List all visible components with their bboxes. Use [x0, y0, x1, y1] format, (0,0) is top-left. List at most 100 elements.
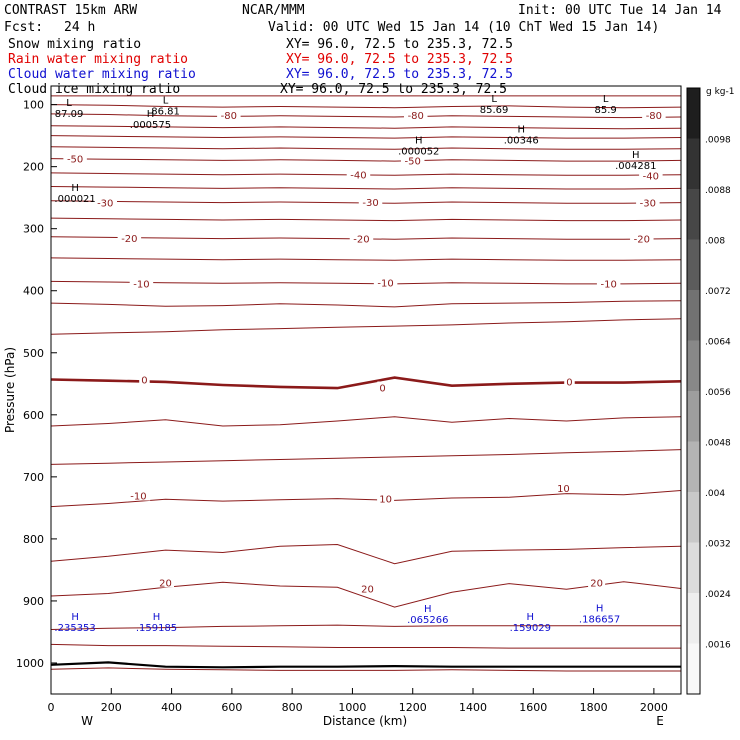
isotherm-label: -80	[408, 111, 424, 122]
colorbar-level-label: .008	[705, 237, 725, 247]
colorbar-level-label: .0048	[705, 439, 731, 449]
extremum-type: H	[632, 150, 640, 161]
x-end-label-east: E	[656, 714, 664, 728]
colorbar-level-label: .0016	[705, 641, 731, 651]
isotherm-group: -80 -80 -80 -50 -50 -40 -40 -30 -30 -30 -20 -20 -20 -…	[51, 94, 681, 672]
plot-area: -80 -80 -80 -50 -50 -40 -40 -30 -30 -30 -20 -20 -20 -…	[51, 94, 681, 672]
isotherm-line	[51, 125, 681, 130]
extremum-value: 87.09	[55, 109, 84, 120]
model-title: CONTRAST 15km ARW	[4, 3, 137, 18]
surface-line	[51, 661, 681, 669]
isotherm-line	[51, 416, 681, 427]
isotherm-label-bg	[129, 277, 154, 289]
field-rain-xy: XY= 96.0, 72.5 to 235.3, 72.5	[286, 52, 513, 67]
extremum-type: H	[517, 125, 525, 136]
y-axis-label: Pressure (hPa)	[3, 347, 17, 433]
isotherm-label-bg	[377, 492, 395, 504]
x-tick-label: 200	[101, 701, 122, 714]
isotherm-label-bg	[63, 152, 87, 164]
isotherm-line	[51, 280, 681, 285]
valid-time: Valid: 00 UTC Wed 15 Jan 14 (10 ChT Wed …	[268, 20, 659, 35]
isotherm-label: -40	[643, 171, 659, 182]
field-cloud-water: Cloud water mixing ratio	[8, 67, 196, 82]
isotherm-line	[51, 158, 681, 162]
isotherm-line	[51, 581, 681, 608]
x-axis-label: Distance (km)	[323, 714, 407, 728]
colorbar-level-label: .0024	[705, 590, 731, 600]
extremum-type: H	[527, 612, 535, 623]
isotherm-label: 20	[590, 578, 603, 589]
colorbar-level-label: .0072	[705, 287, 731, 297]
extremum-value: .000052	[398, 147, 439, 158]
y-tick-label: 700	[23, 471, 44, 484]
colorbar-swatch	[687, 441, 700, 493]
y-tick-label: 300	[23, 223, 44, 236]
x-axis: 0 200 400 600 800 1000 1200 1400 1600 1800 2000	[48, 688, 668, 714]
colorbar-swatch	[687, 189, 700, 240]
isotherm-label: 0	[141, 375, 147, 386]
x-tick-label: 2000	[640, 701, 668, 714]
isotherm-label-bg	[630, 232, 654, 244]
colorbar-swatch	[687, 138, 700, 190]
isotherm-label: -40	[350, 171, 366, 182]
y-tick-label: 100	[23, 99, 44, 112]
y-tick-label: 800	[23, 533, 44, 546]
isotherm-label-bg	[157, 576, 175, 588]
extremum-type: L	[491, 94, 497, 105]
extremum-value: .235353	[54, 623, 95, 634]
isotherm-label-bg	[358, 196, 383, 208]
isotherm-label-bg	[636, 196, 660, 208]
colorbar-swatch	[687, 239, 700, 291]
field-rain: Rain water mixing ratio	[8, 52, 188, 67]
extremum-type: H	[424, 604, 432, 615]
x-tick-label: 600	[221, 701, 242, 714]
extremum-type: H	[71, 612, 79, 623]
organization: NCAR/MMM	[242, 3, 305, 18]
isotherm-label: -80	[221, 111, 237, 122]
colorbar-swatch	[687, 492, 700, 543]
extremum-value: .004281	[615, 161, 656, 172]
colorbar-frame	[686, 87, 701, 695]
isotherm-line	[51, 376, 681, 390]
colorbar-swatch	[687, 391, 700, 442]
extremum-type: L	[163, 95, 169, 106]
isotherm-line	[51, 146, 681, 150]
isotherm-label-bg	[554, 482, 572, 494]
field-snow-xy: XY= 96.0, 72.5 to 235.3, 72.5	[286, 37, 513, 52]
isotherm-label: -10	[133, 279, 149, 290]
isotherm-label: 10	[557, 484, 570, 495]
y-tick-label: 900	[23, 595, 44, 608]
isotherm-label: -20	[121, 234, 137, 245]
colorbar-swatch	[687, 643, 700, 695]
colorbar-swatch	[687, 340, 700, 392]
extremum-type: H	[71, 183, 79, 194]
colorbar-level-label: .004	[705, 489, 725, 499]
extremum-type: H	[147, 109, 155, 120]
field-cloud-ice-xy: XY= 96.0, 72.5 to 235.3, 72.5	[280, 82, 507, 97]
y-tick-label: 200	[23, 161, 44, 174]
isotherm-line	[51, 624, 681, 630]
extremum-value: .000021	[54, 194, 95, 205]
field-cloud-ice: Cloud ice mixing ratio	[8, 82, 180, 97]
y-tick-label: 1000	[16, 657, 44, 670]
isotherm-label: -10	[600, 279, 616, 290]
colorbar-level-label: .0056	[705, 388, 731, 398]
isotherm-label: 0	[566, 377, 572, 388]
y-tick-label: 600	[23, 409, 44, 422]
extremum-type: H	[596, 603, 604, 614]
isotherm-label-bg	[349, 232, 374, 244]
isotherm-label: -30	[97, 199, 113, 210]
isotherm-line	[51, 104, 681, 109]
isotherm-line	[51, 113, 681, 119]
isotherm-line	[51, 300, 681, 308]
isotherm-label: 20	[361, 585, 374, 596]
x-tick-label: 0	[48, 701, 55, 714]
extremum-value: .159029	[510, 623, 551, 634]
y-tick-label: 500	[23, 347, 44, 360]
isotherm-line	[51, 217, 681, 222]
isotherm-label: -20	[353, 235, 369, 246]
isotherm-line	[51, 643, 681, 649]
x-tick-label: 1200	[399, 701, 427, 714]
isotherm-label: -10	[377, 279, 393, 290]
